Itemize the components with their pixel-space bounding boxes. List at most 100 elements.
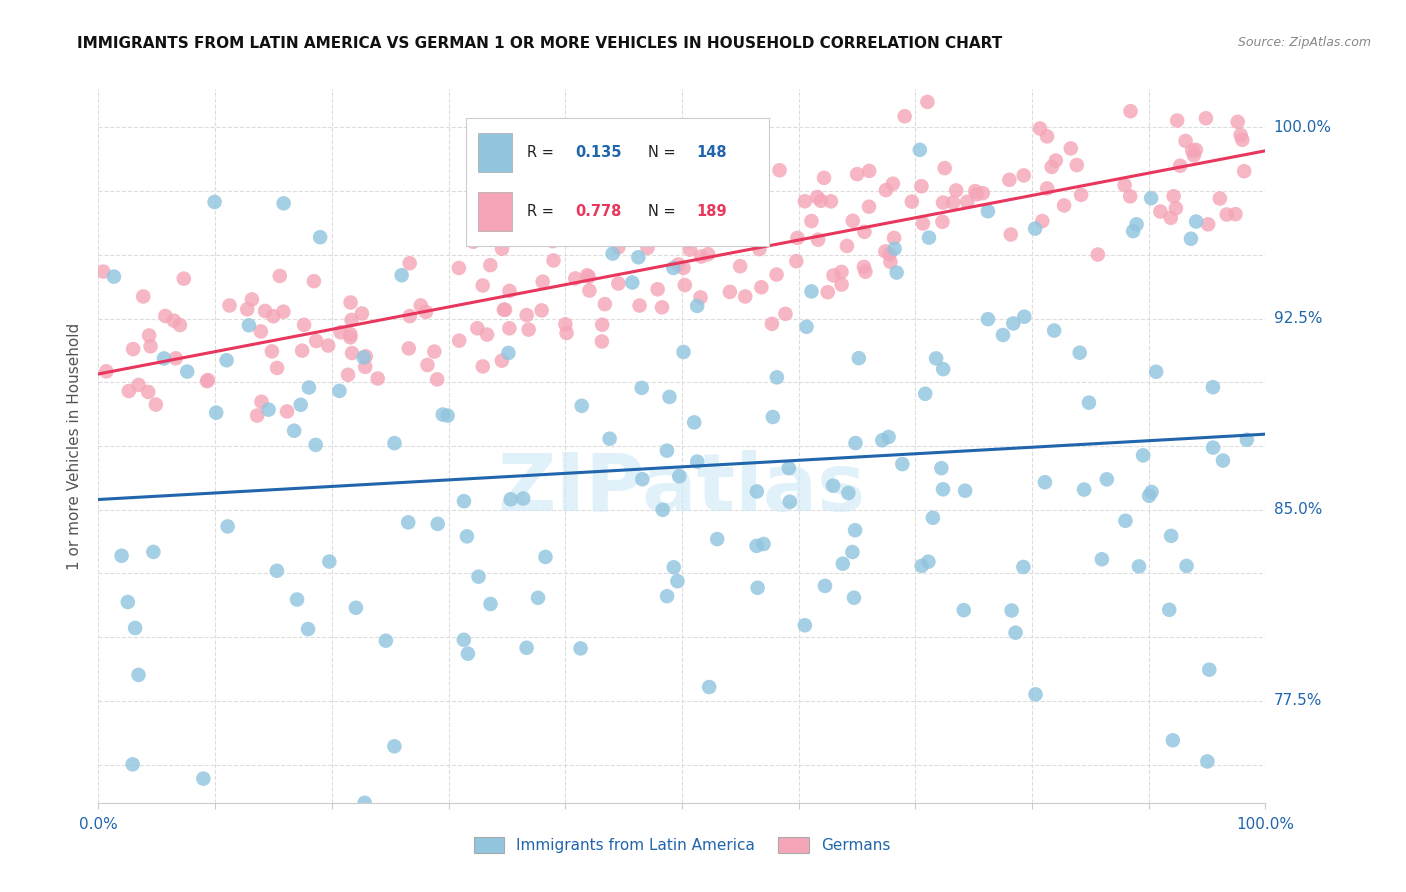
Point xyxy=(1119,104,1142,119)
Point xyxy=(778,461,800,475)
Point xyxy=(917,555,939,569)
Point xyxy=(260,344,283,359)
Point xyxy=(1001,603,1024,617)
Point xyxy=(1128,559,1150,574)
Point xyxy=(931,461,953,475)
Point xyxy=(1140,485,1163,500)
Point xyxy=(543,253,565,268)
Point xyxy=(852,260,875,274)
Point xyxy=(297,622,319,636)
Point xyxy=(883,231,905,245)
Point xyxy=(353,796,375,810)
Point xyxy=(340,313,363,327)
Point xyxy=(463,235,485,249)
Point xyxy=(914,386,936,401)
Point xyxy=(697,680,720,694)
Point xyxy=(1180,232,1202,246)
Point xyxy=(1060,141,1083,155)
Point xyxy=(273,196,295,211)
Point xyxy=(817,285,839,300)
Point xyxy=(142,545,165,559)
Point xyxy=(121,757,143,772)
Point xyxy=(1168,159,1191,173)
Point xyxy=(931,215,953,229)
Point xyxy=(872,434,894,448)
Point xyxy=(662,560,685,574)
Point xyxy=(292,318,315,332)
Point xyxy=(516,308,538,322)
Point xyxy=(706,532,728,546)
Point xyxy=(153,351,176,366)
Point xyxy=(1091,552,1114,566)
Point xyxy=(647,282,669,296)
Point xyxy=(127,668,149,682)
Point xyxy=(1197,217,1219,231)
Point xyxy=(283,424,305,438)
Point xyxy=(531,275,554,289)
Point xyxy=(875,244,897,259)
Point xyxy=(491,353,513,368)
Point xyxy=(1077,395,1099,409)
Point xyxy=(1119,189,1142,203)
Point xyxy=(197,373,219,387)
Point xyxy=(1163,189,1185,203)
Point xyxy=(453,494,475,508)
Point xyxy=(1236,433,1258,447)
Point xyxy=(266,564,288,578)
Point xyxy=(447,260,470,275)
Point xyxy=(768,163,790,178)
Point xyxy=(672,345,695,359)
Point xyxy=(651,503,673,517)
Point xyxy=(110,549,132,563)
Point xyxy=(269,268,291,283)
Point xyxy=(655,443,678,458)
Point xyxy=(1000,227,1022,242)
Point xyxy=(475,327,498,342)
Point xyxy=(673,278,696,293)
Point xyxy=(855,265,877,279)
Point xyxy=(1182,148,1205,162)
Point xyxy=(810,194,832,208)
Point xyxy=(254,304,277,318)
Point xyxy=(534,549,557,564)
Point xyxy=(250,394,273,409)
Point xyxy=(775,307,797,321)
Point xyxy=(567,230,589,244)
Point xyxy=(883,242,905,256)
Point xyxy=(1125,217,1147,231)
Point xyxy=(820,194,842,209)
Point xyxy=(398,309,420,323)
Point xyxy=(1216,207,1239,221)
Point xyxy=(416,358,439,372)
Point xyxy=(807,233,830,247)
Point xyxy=(436,409,458,423)
Point xyxy=(704,120,727,134)
Point xyxy=(1012,169,1035,183)
Point xyxy=(305,334,328,348)
Point xyxy=(1132,449,1154,463)
Point xyxy=(800,285,823,299)
Point xyxy=(1159,603,1181,617)
Point xyxy=(591,318,613,332)
Point xyxy=(1043,324,1066,338)
Point xyxy=(842,591,865,605)
Point xyxy=(745,484,768,499)
Point xyxy=(630,381,652,395)
Point xyxy=(977,204,1000,219)
Point xyxy=(1161,733,1184,747)
Point xyxy=(103,269,125,284)
Point xyxy=(290,398,312,412)
Point xyxy=(576,268,599,283)
Point xyxy=(1144,365,1167,379)
Point xyxy=(953,483,976,498)
Point xyxy=(702,189,724,203)
Point xyxy=(1212,453,1234,467)
Point xyxy=(374,633,396,648)
Point xyxy=(1229,128,1251,142)
Point xyxy=(901,194,924,209)
Point xyxy=(831,557,853,571)
Point xyxy=(932,483,955,497)
Point xyxy=(396,516,419,530)
Point xyxy=(173,271,195,285)
Point xyxy=(1149,204,1171,219)
